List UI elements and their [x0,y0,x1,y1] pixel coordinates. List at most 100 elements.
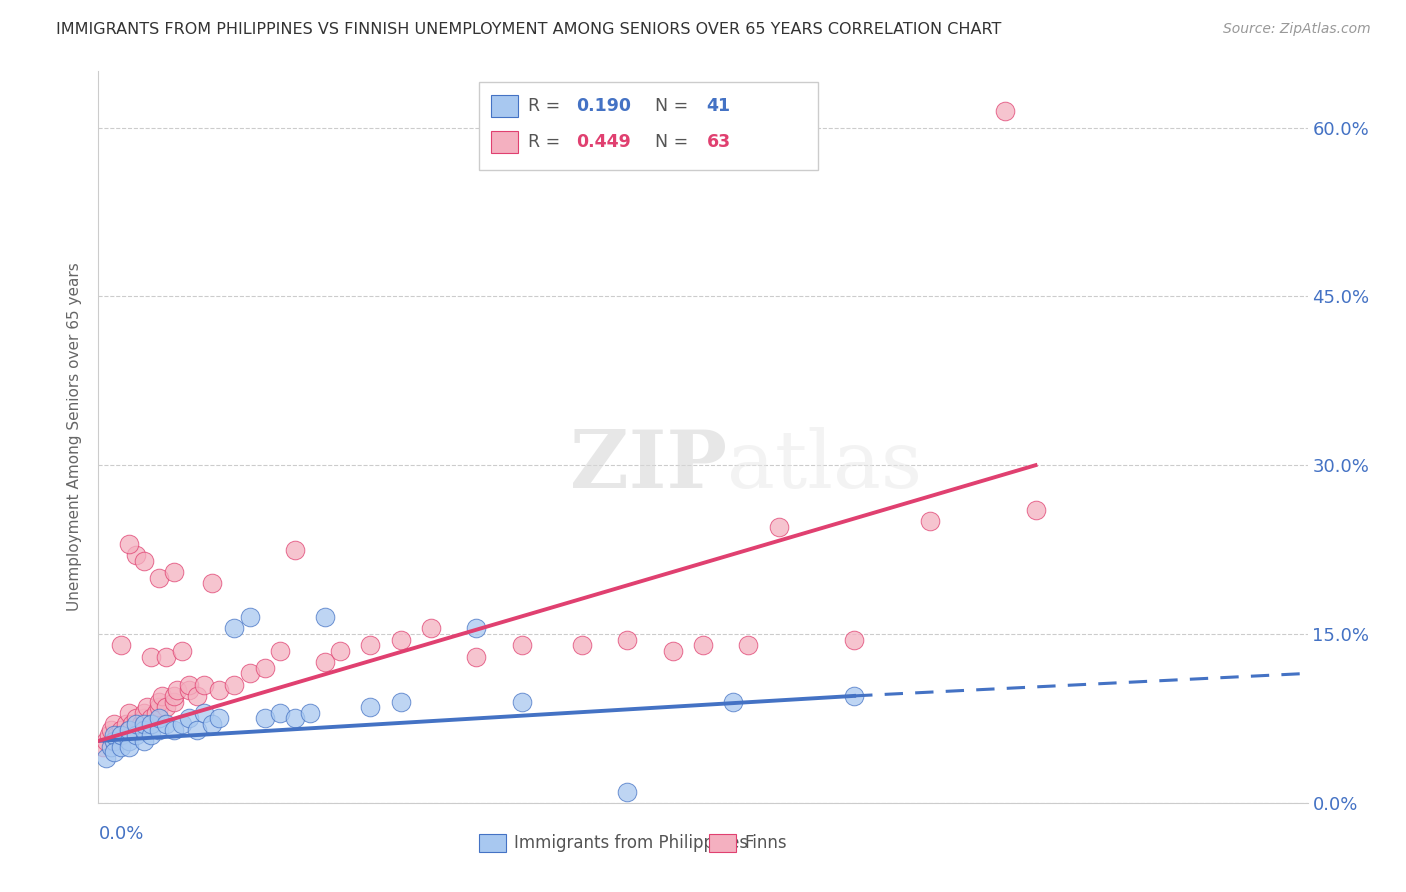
Point [105,728,128,742]
Point [148,723,170,737]
Point [98,728,121,742]
Point [118,537,141,551]
Point [141,728,163,742]
Point [155,700,177,714]
Point [145,706,167,720]
Point [737,638,759,652]
Point [465,649,488,664]
Point [186,689,208,703]
Point [193,678,215,692]
Point [103,734,125,748]
Point [253,661,276,675]
Point [186,723,208,737]
Point [132,554,155,568]
Point [510,638,533,652]
Point [148,700,170,714]
Point [224,621,246,635]
Point [239,666,262,681]
Point [103,734,125,748]
Point [661,644,683,658]
Point [465,621,488,635]
Point [125,711,148,725]
Point [918,515,941,529]
Text: atlas: atlas [727,427,922,506]
Text: R =: R = [527,97,565,115]
Y-axis label: Unemployment Among Seniors over 65 years: Unemployment Among Seniors over 65 years [67,263,83,611]
Point [163,694,186,708]
Point [616,784,638,798]
Point [103,717,125,731]
Point [148,711,170,725]
Point [148,571,170,585]
Text: Finns: Finns [744,834,787,852]
Point [118,723,141,737]
Point [170,717,193,731]
Point [170,644,193,658]
Text: N =: N = [655,133,693,152]
Point [118,723,141,737]
Point [125,717,148,731]
Point [269,644,291,658]
Point [141,649,163,664]
Point [844,632,866,647]
Point [179,711,201,725]
Text: Source: ZipAtlas.com: Source: ZipAtlas.com [1223,22,1371,37]
Point [135,700,157,714]
Point [692,638,714,652]
Point [329,644,352,658]
Point [201,576,224,591]
Point [314,655,336,669]
Point [125,548,148,562]
Point [299,706,322,720]
Point [253,711,276,725]
FancyBboxPatch shape [479,82,818,170]
Point [224,678,246,692]
Point [114,717,136,731]
Point [510,694,533,708]
Point [110,638,132,652]
Point [163,565,186,579]
Point [141,717,163,731]
Point [110,739,132,754]
FancyBboxPatch shape [492,95,517,118]
Text: 41: 41 [707,97,731,115]
Point [208,711,231,725]
Point [103,745,125,759]
Point [132,723,155,737]
Point [571,638,593,652]
Point [110,723,132,737]
Text: 0.190: 0.190 [576,97,631,115]
Point [129,717,152,731]
Point [166,683,188,698]
Point [420,621,443,635]
Point [994,103,1017,118]
Point [768,520,790,534]
Point [616,632,638,647]
Point [141,711,163,725]
Point [201,717,224,731]
Point [94,751,117,765]
Point [132,717,155,731]
Text: R =: R = [527,133,565,152]
Point [193,706,215,720]
Text: IMMIGRANTS FROM PHILIPPINES VS FINNISH UNEMPLOYMENT AMONG SENIORS OVER 65 YEARS : IMMIGRANTS FROM PHILIPPINES VS FINNISH U… [56,22,1001,37]
Point [844,689,866,703]
Text: N =: N = [655,97,693,115]
Point [91,739,114,754]
FancyBboxPatch shape [479,834,506,852]
Point [150,689,173,703]
Point [723,694,745,708]
Point [284,711,307,725]
Point [155,649,177,664]
Point [148,694,170,708]
Point [163,689,186,703]
Point [163,723,186,737]
FancyBboxPatch shape [492,131,517,153]
Point [314,610,336,624]
Text: ZIP: ZIP [571,427,727,506]
Point [132,711,155,725]
Point [239,610,262,624]
Point [118,739,141,754]
Point [103,728,125,742]
Point [100,739,122,754]
